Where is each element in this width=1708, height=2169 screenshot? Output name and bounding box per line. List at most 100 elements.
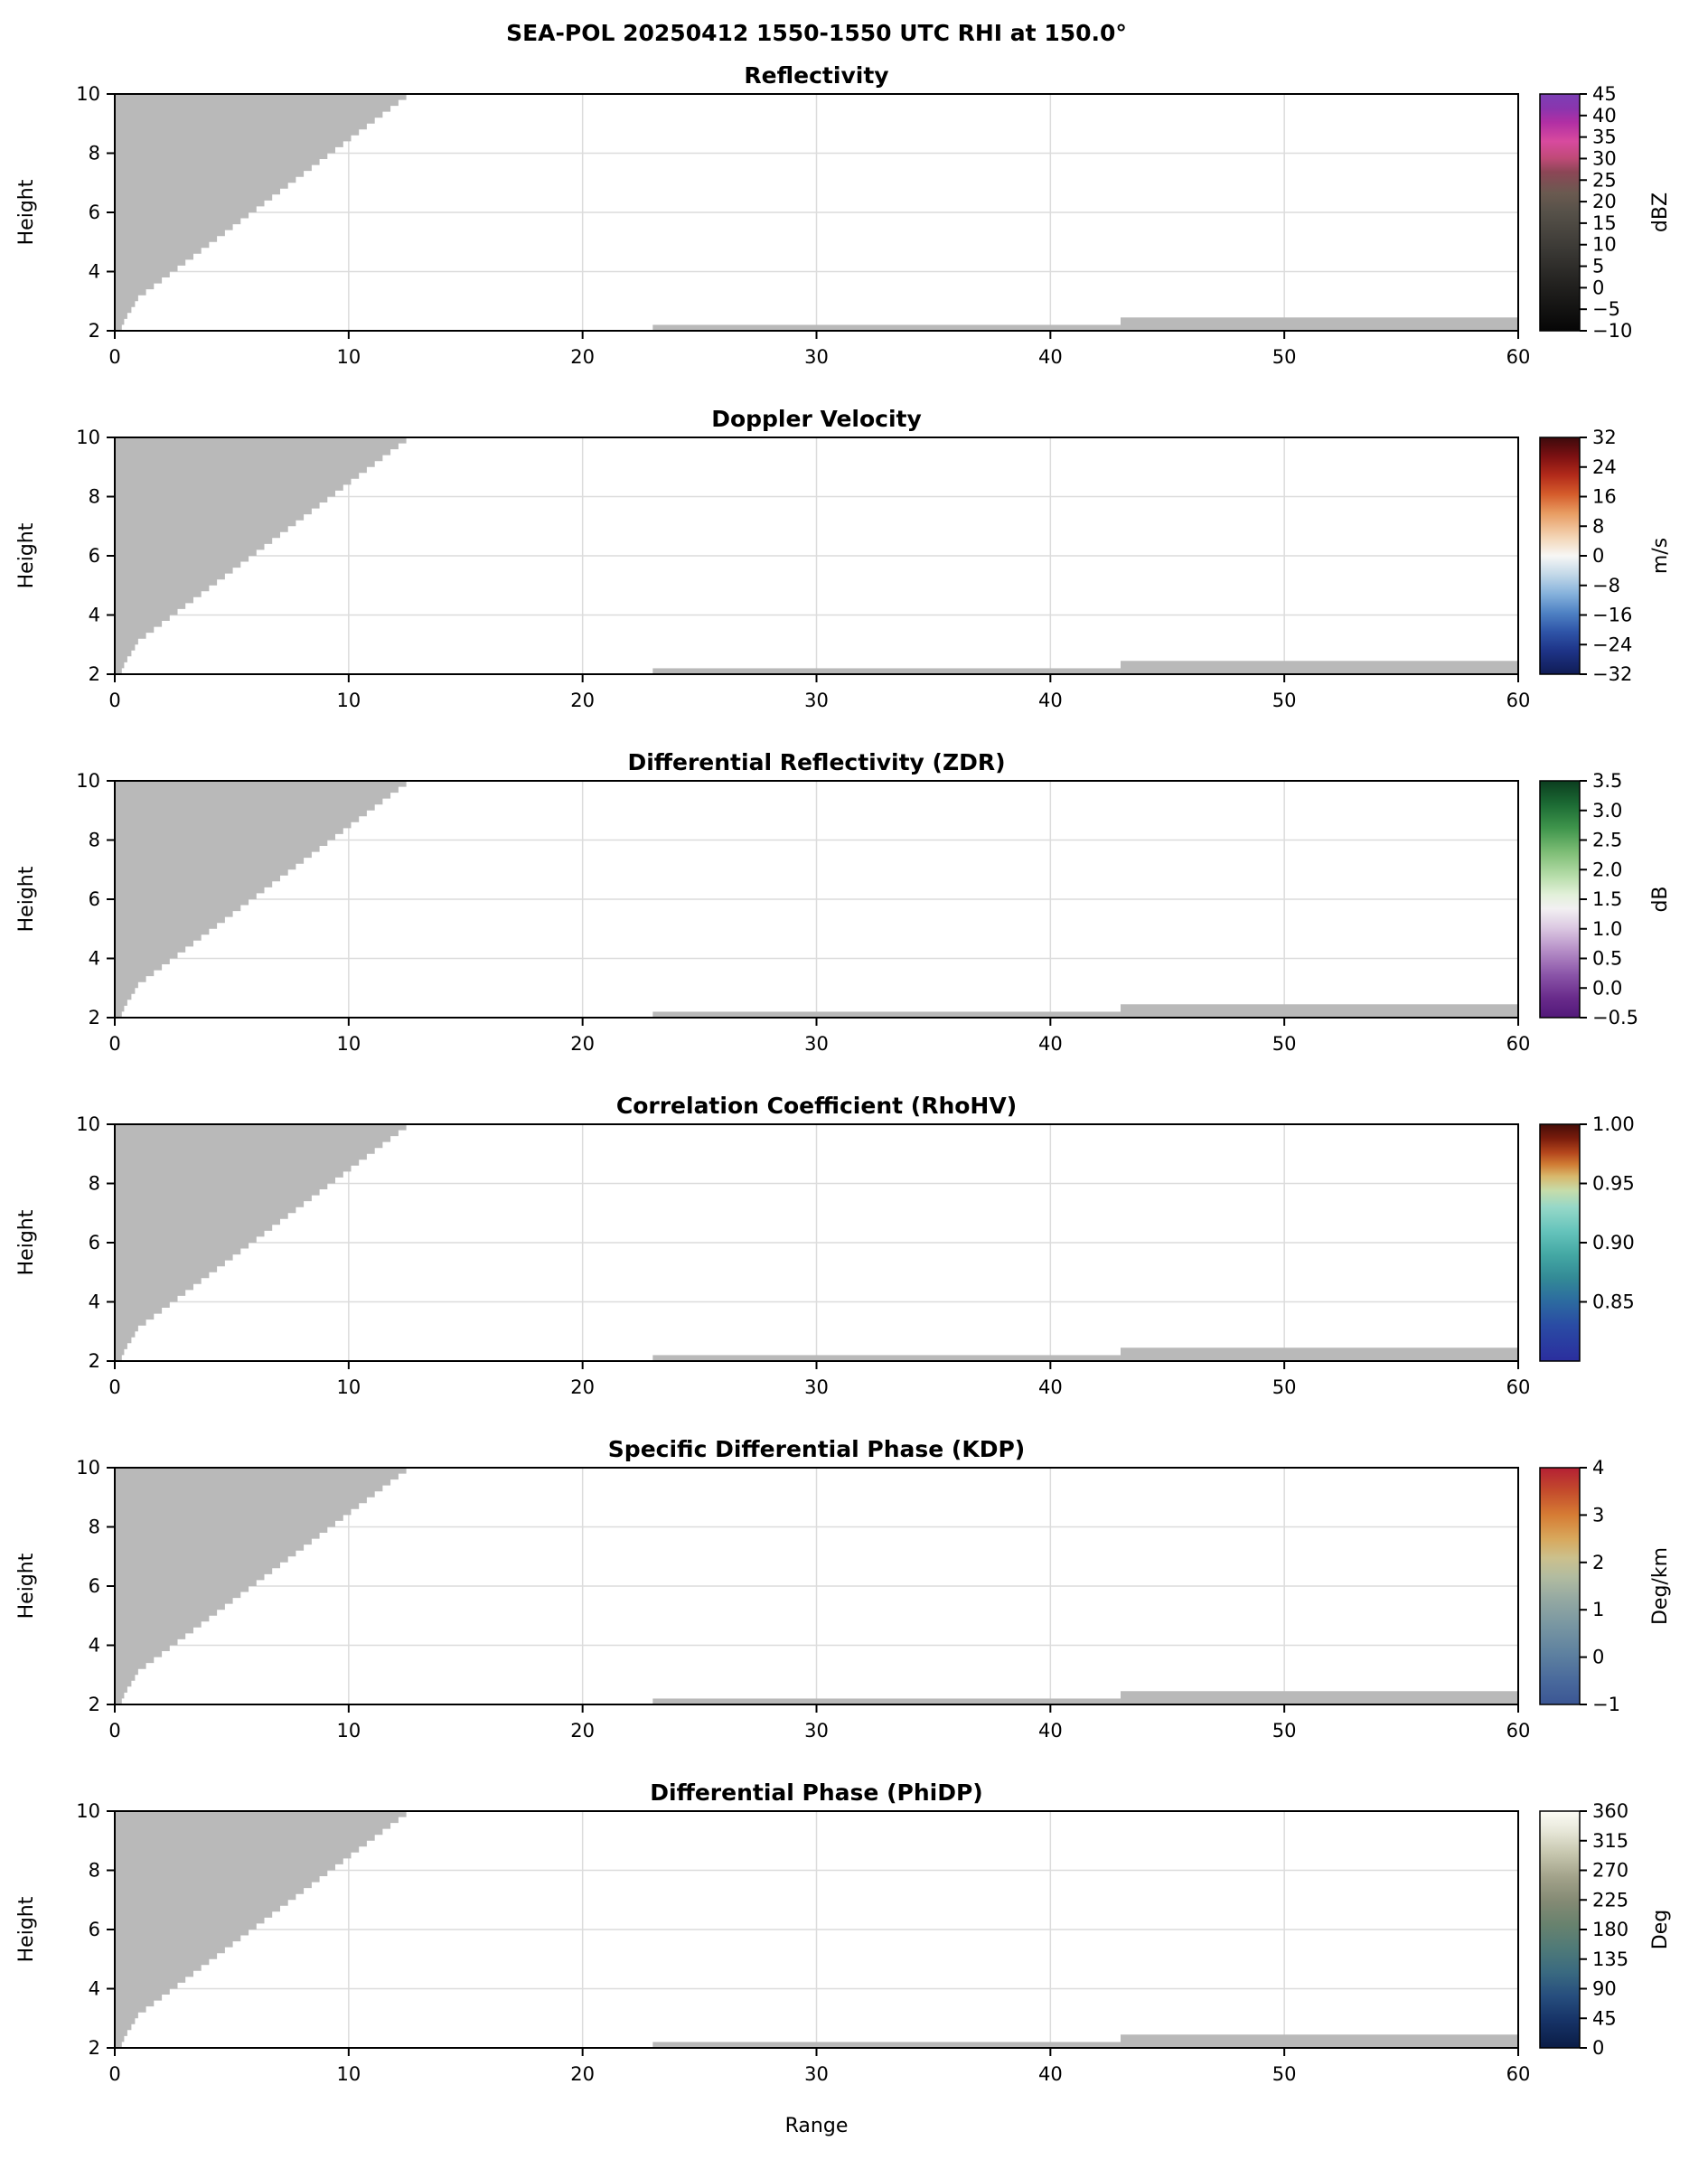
colorbar-tick-label: 2.5 — [1592, 830, 1622, 851]
y-tick-label: 10 — [76, 83, 100, 105]
panel-specific-differential-phase-kdp-: Specific Differential Phase (KDP)0 10 20 30… — [15, 1436, 1672, 1742]
y-tick-label: 4 — [89, 1635, 100, 1657]
colorbar-tick-label: 315 — [1592, 1830, 1628, 1852]
x-tick-label: 10 — [336, 690, 361, 711]
colorbar-tick-label: −1 — [1592, 1694, 1620, 1715]
panel-title: Specific Differential Phase (KDP) — [608, 1436, 1025, 1462]
masked-strip — [1120, 317, 1518, 331]
colorbar — [1539, 780, 1581, 1019]
x-tick-label: 30 — [804, 1033, 829, 1055]
x-tick-label: 40 — [1038, 1033, 1063, 1055]
y-tick-label: 10 — [76, 1457, 100, 1479]
colorbar-tick-label: 0.5 — [1592, 948, 1622, 970]
x-tick-label: 60 — [1506, 2063, 1531, 2085]
colorbar-tick-label: 0 — [1592, 2037, 1604, 2059]
x-tick-label: 50 — [1272, 1376, 1297, 1398]
panel-correlation-coefficient-rhohv-: Correlation Coefficient (RhoHV)0 10 20 30 40… — [15, 1093, 1635, 1398]
panels-container: Reflectivity 0 10 20 30 40 50 60 2 4 6 8 10 Height 45 4… — [0, 52, 1708, 2113]
masked-wedge — [115, 1811, 415, 2048]
y-tick-label: 8 — [89, 1173, 100, 1195]
x-tick-label: 40 — [1038, 690, 1063, 711]
masked-strip — [1120, 2034, 1518, 2048]
colorbar-tick-label: 5 — [1592, 256, 1604, 277]
colorbar-tick-label: 1.5 — [1592, 888, 1622, 910]
colorbar-tick-label: 90 — [1592, 1978, 1617, 2000]
y-tick-label: 10 — [76, 770, 100, 792]
x-tick-label: 40 — [1038, 2063, 1063, 2085]
colorbar-unit-label: dBZ — [1649, 192, 1672, 232]
x-tick-label: 0 — [108, 1033, 120, 1055]
colorbar-tick-label: 16 — [1592, 486, 1617, 508]
colorbar-tick-label: 135 — [1592, 1948, 1628, 1970]
colorbar-tick-label: 35 — [1592, 127, 1617, 148]
x-tick-label: 10 — [336, 1033, 361, 1055]
y-tick-label: 6 — [89, 1232, 100, 1254]
colorbar-unit-label: m/s — [1649, 538, 1672, 574]
colorbar-tick-label: −10 — [1592, 320, 1632, 342]
masked-strip — [1120, 661, 1518, 674]
masked-strip — [652, 1698, 1121, 1704]
x-tick-label: 0 — [108, 346, 120, 368]
x-tick-label: 60 — [1506, 1376, 1531, 1398]
colorbar-tick-label: 3.5 — [1592, 770, 1622, 792]
y-tick-label: 2 — [89, 1007, 100, 1028]
x-tick-label: 20 — [570, 1033, 595, 1055]
colorbar — [1539, 437, 1581, 675]
y-axis-label: Height — [15, 522, 38, 588]
x-tick-label: 0 — [108, 690, 120, 711]
masked-strip — [652, 2042, 1121, 2048]
x-tick-label: 60 — [1506, 1033, 1531, 1055]
x-axis-label: Range — [784, 2115, 849, 2137]
masked-wedge — [115, 94, 415, 331]
x-tick-label: 50 — [1272, 1033, 1297, 1055]
colorbar-tick-label: 40 — [1592, 105, 1617, 127]
panel-title: Reflectivity — [744, 62, 888, 89]
y-tick-label: 4 — [89, 948, 100, 970]
x-tick-label: 10 — [336, 346, 361, 368]
colorbar-unit-label: Deg/km — [1649, 1547, 1672, 1625]
colorbar-tick-label: 0 — [1592, 1647, 1604, 1668]
colorbar-tick-label: 25 — [1592, 169, 1617, 191]
masked-strip — [652, 1355, 1121, 1361]
y-axis-label: Height — [15, 1553, 38, 1619]
figure-suptitle: SEA-POL 20250412 1550-1550 UTC RHI at 15… — [506, 20, 1127, 46]
x-tick-label: 20 — [570, 1376, 595, 1398]
colorbar-tick-label: 2 — [1592, 1552, 1604, 1573]
x-tick-label: 0 — [108, 1720, 120, 1742]
x-tick-label: 20 — [570, 346, 595, 368]
colorbar-tick-label: 15 — [1592, 212, 1617, 234]
colorbar-tick-label: 0.85 — [1592, 1291, 1635, 1313]
masked-wedge — [115, 1124, 415, 1361]
y-tick-label: 4 — [89, 261, 100, 283]
y-tick-label: 10 — [76, 427, 100, 448]
masked-strip — [1120, 1004, 1518, 1018]
colorbar-tick-label: 1.00 — [1592, 1113, 1635, 1135]
x-tick-label: 30 — [804, 690, 829, 711]
y-tick-label: 4 — [89, 1978, 100, 2000]
masked-wedge — [115, 1468, 415, 1704]
colorbar-tick-label: 2.0 — [1592, 859, 1622, 880]
x-tick-label: 0 — [108, 2063, 120, 2085]
colorbar-tick-label: 3 — [1592, 1504, 1604, 1526]
colorbar-tick-label: −24 — [1592, 634, 1632, 655]
x-tick-label: 30 — [804, 1720, 829, 1742]
y-tick-label: 6 — [89, 202, 100, 223]
x-tick-label: 50 — [1272, 2063, 1297, 2085]
y-tick-label: 2 — [89, 1694, 100, 1715]
masked-strip — [1120, 1347, 1518, 1361]
y-tick-label: 10 — [76, 1800, 100, 1822]
colorbar-unit-label: dB — [1649, 886, 1672, 912]
y-tick-label: 8 — [89, 1516, 100, 1538]
masked-strip — [652, 324, 1121, 331]
y-tick-label: 8 — [89, 830, 100, 851]
y-tick-label: 6 — [89, 1919, 100, 1940]
colorbar-tick-label: 1 — [1592, 1599, 1604, 1620]
x-tick-label: 10 — [336, 1376, 361, 1398]
y-axis-label: Height — [15, 866, 38, 932]
x-tick-label: 0 — [108, 1376, 120, 1398]
y-axis-label: Height — [15, 179, 38, 245]
masked-strip — [652, 1011, 1121, 1018]
y-tick-label: 8 — [89, 143, 100, 164]
